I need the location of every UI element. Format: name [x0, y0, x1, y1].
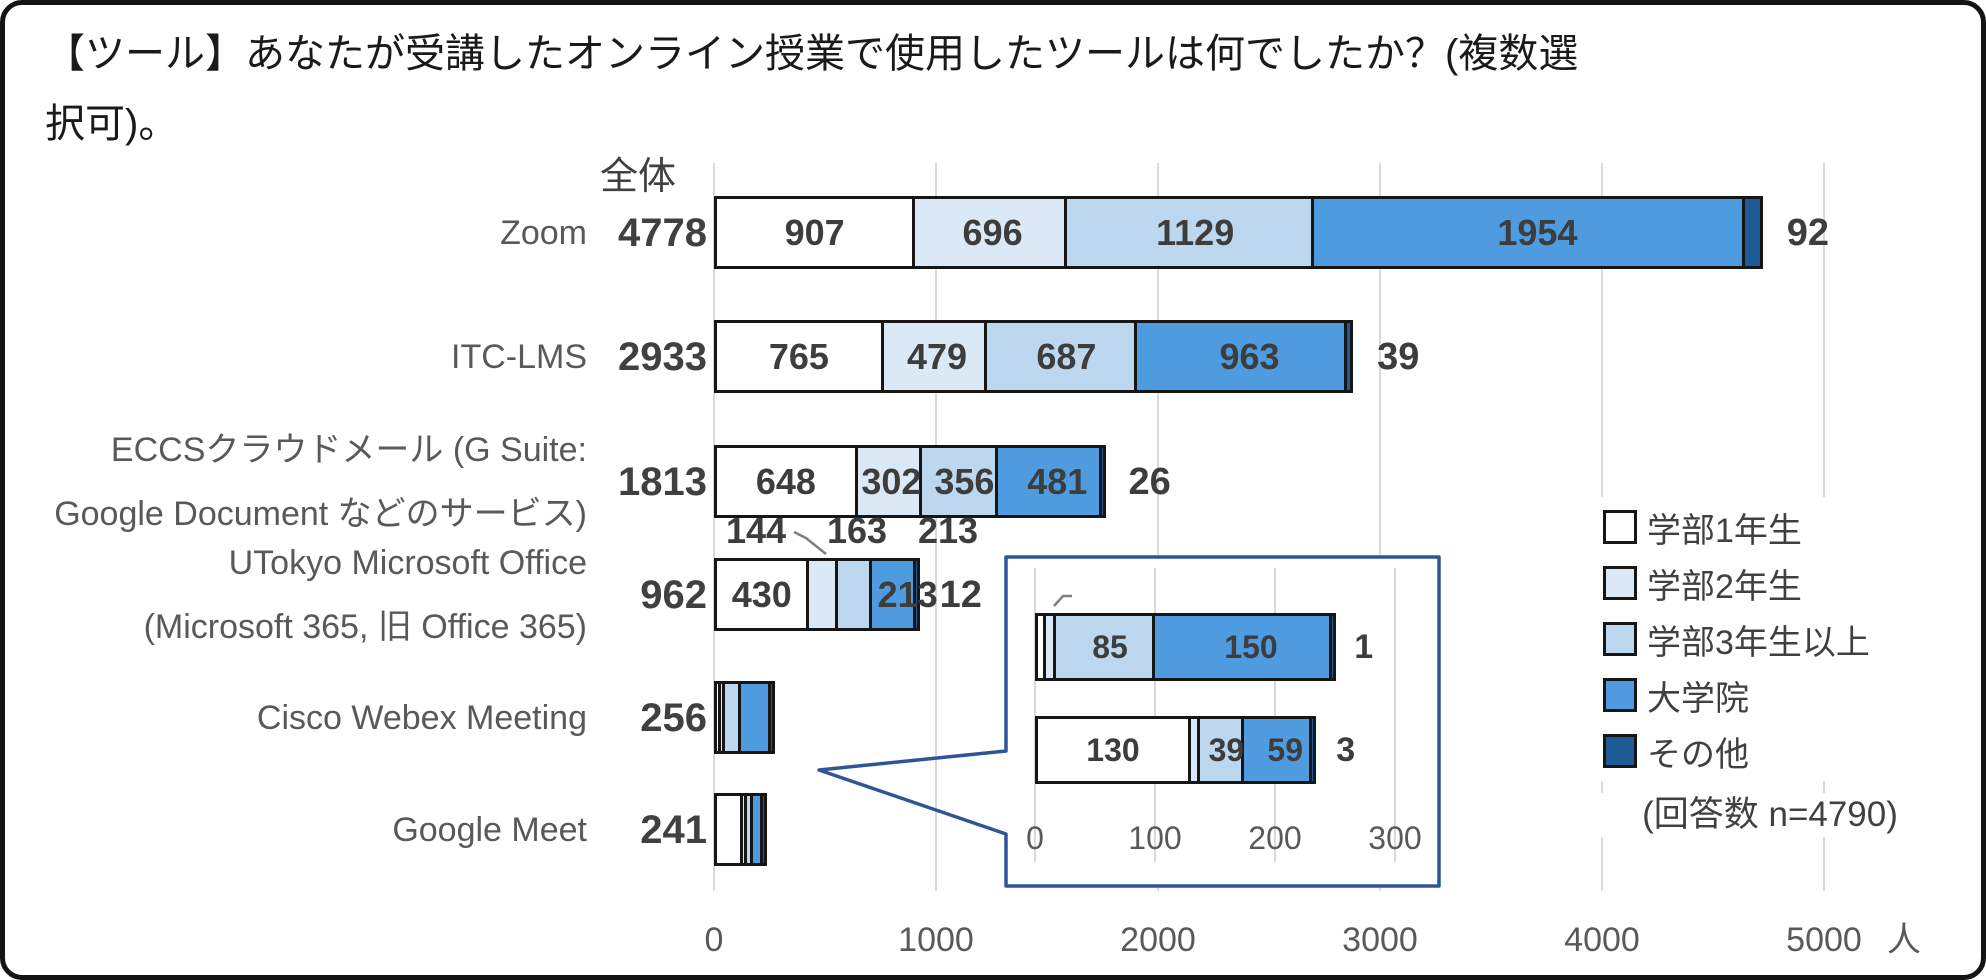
bar-segment-大学院 — [737, 681, 772, 754]
legend-swatch-icon — [1603, 678, 1637, 712]
bar-inside-label: 1954 — [1497, 212, 1578, 253]
legend-label: その他 — [1647, 735, 1749, 774]
bar-inside-label: 479 — [906, 336, 968, 377]
bar-inside-label: 907 — [784, 212, 845, 253]
inset-outside-label: 1 — [1354, 628, 1374, 666]
bar-inside-label: 1129 — [1156, 212, 1235, 253]
legend-swatch-icon — [1603, 510, 1637, 544]
above-bar-label: 163 — [826, 510, 888, 551]
above-bar-label: 144 — [725, 510, 787, 551]
bar-inside-label: 481 — [1027, 461, 1088, 502]
x-axis-tick-label: 0 — [704, 921, 724, 959]
row-total-value: 2933 — [618, 334, 707, 379]
legend-label: 学部2年生 — [1647, 567, 1802, 606]
row-total-value: 962 — [640, 572, 707, 617]
x-axis-tick-label: 3000 — [1342, 921, 1418, 959]
bar-segment-その他 — [1098, 445, 1106, 518]
chart-title-line2: 択可)。 — [45, 102, 179, 146]
bar-segment-その他 — [1344, 320, 1354, 393]
bar-segment-大学院 — [1133, 320, 1348, 393]
legend-label: 学部1年生 — [1647, 511, 1802, 550]
bar-segment-その他 — [768, 681, 776, 754]
bar-inside-label: 687 — [1036, 336, 1097, 377]
legend-item-学部1年生: 学部1年生 — [1603, 499, 1870, 555]
legend-swatch-icon — [1603, 734, 1637, 768]
row-total-value: 256 — [640, 695, 707, 740]
bar-segment-学部3年生以上 — [835, 558, 872, 631]
legend-item-大学院: 大学院 — [1603, 667, 1870, 723]
bar-inside-label: 696 — [962, 212, 1023, 253]
stacked-bar — [714, 681, 776, 754]
stacked-bar — [714, 196, 1763, 269]
legend-swatch-icon — [1603, 566, 1637, 600]
stacked-bar — [714, 320, 1354, 393]
bar-segment-学部1年生 — [714, 558, 810, 631]
x-axis-unit-label: 人 — [1887, 921, 1921, 959]
legend: 学部1年生学部2年生学部3年生以上 大学院その他 — [1601, 497, 1876, 781]
legend-item-その他: その他 — [1603, 723, 1870, 779]
bar-outside-label: 12 — [939, 573, 982, 616]
bar-inside-label: 356 — [934, 461, 995, 502]
row-label-Google Meet: Google Meet — [392, 810, 587, 849]
total-column-header: 全体 — [599, 156, 676, 198]
legend-item-学部3年生以上: 学部3年生以上 — [1603, 611, 1870, 667]
x-axis-tick-label: 5000 — [1786, 921, 1862, 959]
row-label-Zoom: Zoom — [500, 213, 587, 252]
inset-outside-label: 3 — [1336, 731, 1356, 769]
main-gridline — [935, 163, 937, 891]
x-axis-tick-label: 1000 — [898, 921, 974, 959]
inset-inside-label: 59 — [1267, 732, 1303, 768]
inset-x-tick-label: 0 — [1026, 820, 1044, 856]
bar-inside-label: 963 — [1219, 336, 1280, 377]
inset-inside-label: 130 — [1086, 732, 1140, 768]
bar-segment-学部1年生 — [714, 793, 743, 866]
inset-inside-label: 150 — [1224, 629, 1278, 665]
row-total-value: 241 — [640, 807, 707, 852]
legend-note: (回答数 n=4790) — [1575, 793, 1965, 837]
bar-inside-label: 302 — [861, 461, 922, 502]
above-bar-label: 213 — [917, 510, 979, 551]
main-gridline — [713, 163, 715, 891]
row-total-value: 4778 — [618, 210, 707, 255]
bar-inside-label: 648 — [755, 461, 816, 502]
row-label-ITC-LMS: ITC-LMS — [451, 337, 587, 376]
row-label-UTokyo Microsoft Office: UTokyo Microsoft Office (Microsoft 365, 旧… — [143, 543, 587, 646]
bar-segment-その他 — [759, 793, 767, 866]
bar-segment-その他 — [1742, 196, 1763, 269]
bar-inside-label: 430 — [731, 574, 792, 615]
bar-segment-学部1年生 — [714, 196, 916, 269]
inset-x-tick-label: 300 — [1368, 820, 1422, 856]
legend-item-学部2年生: 学部2年生 — [1603, 555, 1870, 611]
stacked-bar — [714, 445, 1106, 518]
main-gridline — [1157, 163, 1159, 891]
bar-segment-学部1年生 — [714, 445, 858, 518]
bar-segment-学部2年生 — [912, 196, 1067, 269]
bar-inside-label: 765 — [768, 336, 829, 377]
bar-inside-label: 213 — [877, 574, 938, 615]
x-axis-tick-label: 2000 — [1120, 921, 1196, 959]
x-axis-tick-label: 4000 — [1564, 921, 1640, 959]
legend-label: 学部3年生以上 — [1647, 623, 1870, 662]
bar-segment-学部2年生 — [806, 558, 839, 631]
bar-outside-label: 26 — [1128, 460, 1171, 503]
legend-swatch-icon — [1603, 622, 1637, 656]
inset-inside-label: 39 — [1208, 732, 1245, 768]
bar-outside-label: 92 — [1786, 211, 1829, 254]
inset-x-tick-label: 200 — [1248, 820, 1302, 856]
chart-title-line1: 【ツール】あなたが受講したオンライン授業で使用したツールは何でしたか？(複数選 — [45, 32, 1579, 76]
inset-x-tick-label: 100 — [1128, 820, 1182, 856]
bar-outside-label: 39 — [1377, 335, 1420, 378]
row-label-ECCSクラウドメール (G Suite:: ECCSクラウドメール (G Suite: Google Document などの… — [54, 430, 587, 533]
inset-zoom-panel: 0 100 200 300 85 150 1 130 39 59 3 — [1003, 555, 1442, 888]
bar-segment-学部3年生以上 — [984, 320, 1137, 393]
bar-segment-学部2年生 — [880, 320, 988, 393]
row-total-value: 1813 — [618, 459, 707, 504]
inset-inside-label: 85 — [1092, 629, 1128, 665]
bar-segment-学部1年生 — [714, 320, 884, 393]
row-label-Cisco Webex Meeting: Cisco Webex Meeting — [256, 698, 587, 737]
main-gridline — [1379, 163, 1381, 891]
stacked-bar — [714, 793, 767, 866]
legend-label: 大学院 — [1647, 679, 1749, 718]
